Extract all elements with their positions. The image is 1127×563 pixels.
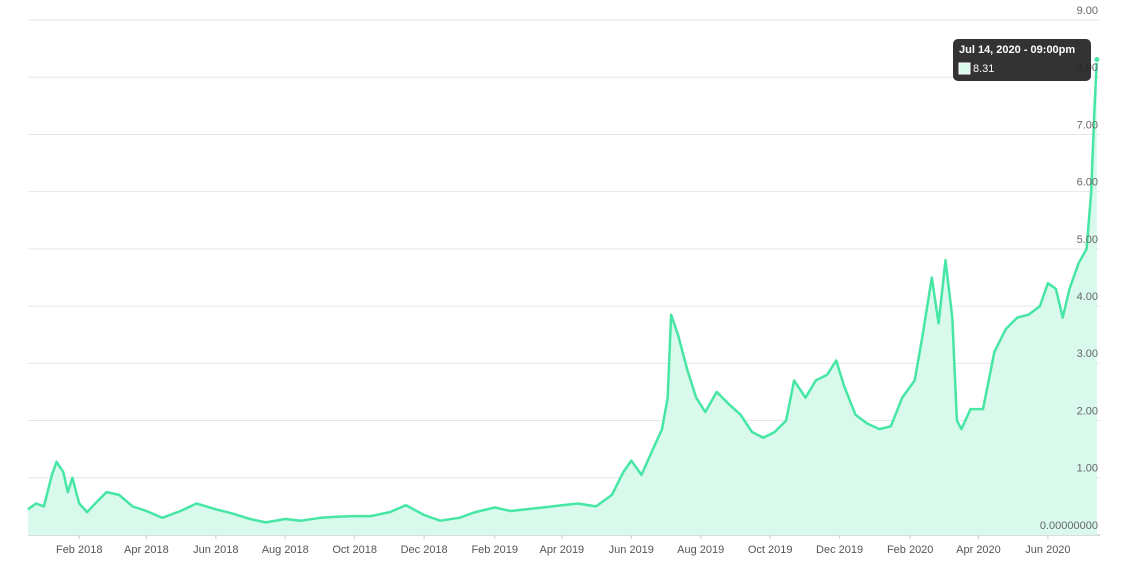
tooltip-title: Jul 14, 2020 - 09:00pm <box>959 44 1075 56</box>
x-tick-label: Apr 2019 <box>540 544 585 556</box>
y-tick-label: 9.00 <box>1077 5 1098 17</box>
line <box>27 59 1099 524</box>
axes: 0.00000000 1.00 2.00 3.00 4.00 5.00 6.00 7.00 8.… <box>56 5 1098 556</box>
x-tick-label: Oct 2019 <box>748 544 793 556</box>
x-tick-label: Feb 2018 <box>56 544 102 556</box>
x-tick-label: Aug 2018 <box>262 544 309 556</box>
y-tick-label: 3.00 <box>1077 348 1098 360</box>
x-tick-label: Dec 2018 <box>401 544 448 556</box>
hover-point <box>1093 55 1101 63</box>
grid <box>28 19 1100 536</box>
y-tick-label: 2.00 <box>1077 405 1098 417</box>
x-tick-label: Feb 2020 <box>887 544 933 556</box>
y-tick-label: 0.00000000 <box>1040 520 1098 532</box>
x-tick-label: Jun 2019 <box>609 544 654 556</box>
x-tick-label: Feb 2019 <box>471 544 517 556</box>
y-tick-label: 7.00 <box>1077 119 1098 131</box>
y-tick-label: 1.00 <box>1077 463 1098 475</box>
tooltip-swatch <box>958 62 971 75</box>
x-tick-label: Apr 2018 <box>124 544 169 556</box>
tooltip: Jul 14, 2020 - 09:00pm 8.31 <box>953 39 1091 81</box>
x-tick-label: Aug 2019 <box>677 544 724 556</box>
x-tick-label: Oct 2018 <box>332 544 377 556</box>
area <box>28 59 1097 535</box>
y-tick-label: 6.00 <box>1077 177 1098 189</box>
plot <box>27 55 1101 535</box>
x-tick-label: Apr 2020 <box>956 544 1001 556</box>
tooltip-value: 8.31 <box>973 63 994 75</box>
x-tick-label: Dec 2019 <box>816 544 863 556</box>
tooltip-box <box>953 39 1091 81</box>
y-tick-label: 4.00 <box>1077 291 1098 303</box>
x-tick-label: Jun 2020 <box>1025 544 1070 556</box>
y-tick-label: 5.00 <box>1077 234 1098 246</box>
x-tick-label: Jun 2018 <box>193 544 238 556</box>
